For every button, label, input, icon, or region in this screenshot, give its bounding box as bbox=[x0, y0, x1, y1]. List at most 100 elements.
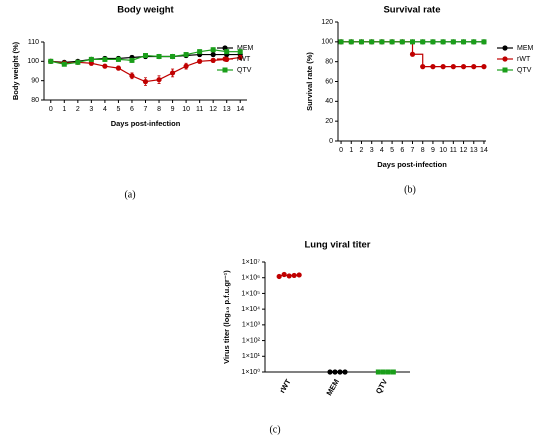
x-tick-label: 2 bbox=[76, 106, 80, 113]
x-tick-label: 3 bbox=[370, 147, 374, 154]
marker bbox=[450, 64, 456, 70]
x-tick-label: 0 bbox=[49, 106, 53, 113]
marker bbox=[430, 64, 436, 70]
x-tick-label: 5 bbox=[116, 106, 120, 113]
y-tick-label: 1×10¹ bbox=[242, 353, 261, 360]
legend-label: rWT bbox=[237, 56, 251, 63]
marker bbox=[276, 273, 282, 280]
caption: (b) bbox=[404, 184, 416, 195]
marker bbox=[48, 58, 54, 64]
marker bbox=[369, 39, 375, 45]
marker bbox=[286, 273, 292, 279]
marker bbox=[210, 51, 216, 58]
legend-label: QTV bbox=[517, 67, 532, 74]
chart-title: Survival rate bbox=[383, 5, 440, 16]
x-tick-label: 14 bbox=[236, 106, 244, 113]
marker bbox=[337, 369, 343, 375]
x-tick-label: 8 bbox=[157, 106, 161, 113]
marker bbox=[450, 39, 456, 45]
marker bbox=[237, 49, 243, 55]
marker bbox=[410, 39, 416, 45]
x-tick-label: rWT bbox=[278, 377, 293, 394]
y-tick-label: 1×10⁵ bbox=[241, 290, 260, 297]
x-tick-label: 1 bbox=[62, 106, 66, 113]
x-tick-label: 5 bbox=[390, 147, 394, 154]
marker bbox=[102, 56, 108, 62]
y-axis-label: Body weight (%) bbox=[11, 41, 20, 100]
y-tick-label: 90 bbox=[31, 78, 39, 85]
marker bbox=[169, 70, 176, 76]
marker bbox=[409, 51, 416, 57]
marker bbox=[224, 49, 230, 55]
x-axis-label: Days post-infection bbox=[377, 160, 447, 169]
x-tick-label: MEM bbox=[324, 377, 341, 397]
x-tick-label: 13 bbox=[470, 147, 478, 154]
marker bbox=[115, 65, 122, 71]
x-tick-label: 1 bbox=[349, 147, 353, 154]
legend-marker bbox=[502, 45, 508, 51]
legend-label: MEM bbox=[237, 45, 254, 52]
marker bbox=[156, 54, 162, 59]
x-tick-label: 10 bbox=[182, 106, 190, 113]
x-tick-label: QTV bbox=[374, 377, 390, 395]
marker bbox=[385, 369, 391, 375]
marker bbox=[129, 73, 135, 79]
marker bbox=[291, 272, 297, 279]
y-tick-label: 1×10⁰ bbox=[241, 368, 260, 376]
marker bbox=[197, 58, 203, 64]
x-tick-label: 11 bbox=[196, 106, 203, 113]
x-tick-label: 3 bbox=[89, 106, 93, 113]
marker bbox=[183, 63, 189, 69]
marker bbox=[440, 64, 446, 70]
marker bbox=[380, 369, 386, 375]
y-axis-label: Survival rate (%) bbox=[305, 52, 314, 111]
y-tick-label: 1×10³ bbox=[242, 322, 261, 329]
caption: (c) bbox=[269, 424, 280, 435]
x-tick-label: 7 bbox=[411, 147, 415, 154]
caption: (a) bbox=[124, 189, 135, 200]
marker bbox=[460, 64, 467, 70]
marker bbox=[471, 64, 477, 70]
y-tick-label: 80 bbox=[325, 59, 333, 66]
x-tick-label: 11 bbox=[450, 147, 457, 154]
marker bbox=[75, 59, 81, 65]
y-tick-label: 1×10² bbox=[242, 337, 261, 344]
marker bbox=[88, 60, 94, 66]
x-tick-label: 4 bbox=[103, 106, 107, 113]
x-tick-label: 6 bbox=[400, 147, 404, 154]
y-tick-label: 1×10⁶ bbox=[241, 275, 260, 282]
legend-label: MEM bbox=[517, 45, 534, 52]
marker bbox=[143, 53, 148, 59]
marker bbox=[142, 79, 149, 85]
marker bbox=[61, 61, 67, 67]
marker bbox=[281, 271, 287, 278]
marker bbox=[102, 63, 108, 69]
legend-label: QTV bbox=[237, 67, 252, 74]
marker bbox=[197, 49, 203, 55]
marker bbox=[210, 57, 216, 63]
x-tick-label: 9 bbox=[431, 147, 435, 154]
x-tick-label: 12 bbox=[209, 106, 217, 113]
chart-title: Body weight bbox=[117, 5, 174, 16]
marker bbox=[358, 39, 364, 45]
x-tick-label: 14 bbox=[480, 147, 488, 154]
legend-marker bbox=[222, 67, 228, 73]
x-tick-label: 13 bbox=[223, 106, 231, 113]
marker bbox=[481, 64, 487, 70]
marker bbox=[332, 369, 338, 375]
marker bbox=[129, 57, 135, 63]
marker bbox=[390, 369, 396, 375]
marker bbox=[420, 39, 426, 45]
x-tick-label: 6 bbox=[130, 106, 134, 113]
y-tick-label: 20 bbox=[325, 118, 333, 125]
y-tick-label: 120 bbox=[321, 19, 333, 26]
marker bbox=[379, 39, 385, 45]
x-tick-label: 8 bbox=[421, 147, 425, 154]
x-tick-label: 9 bbox=[171, 106, 175, 113]
marker bbox=[170, 54, 176, 59]
y-tick-label: 100 bbox=[27, 58, 39, 65]
marker bbox=[338, 39, 344, 45]
marker bbox=[461, 39, 467, 45]
marker bbox=[375, 369, 381, 375]
